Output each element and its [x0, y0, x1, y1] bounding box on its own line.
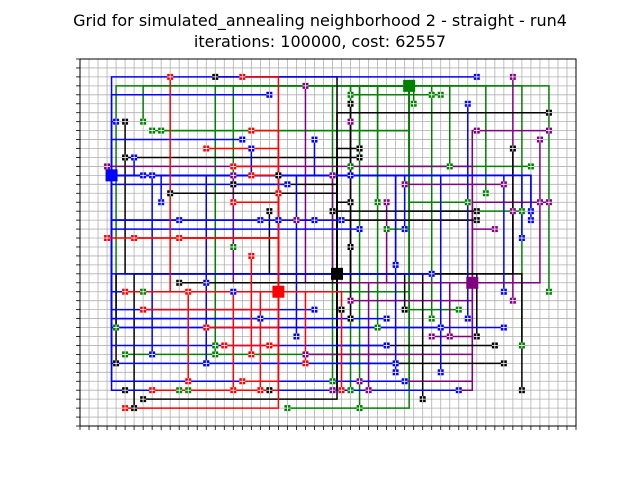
chart-title-line1: Grid for simulated_annealing neighborhoo… [73, 11, 567, 30]
wire-purple [471, 228, 495, 283]
gate-green [403, 79, 416, 92]
gate-red [272, 285, 285, 298]
wire-red [278, 290, 343, 391]
wire-red [125, 291, 280, 409]
gate-blue [105, 169, 118, 182]
wire-blue [111, 174, 442, 373]
wire-black [143, 273, 338, 400]
plot-frame [79, 58, 577, 427]
plot-area [80, 59, 576, 426]
wire-green [115, 85, 410, 328]
wire-green [409, 85, 523, 346]
wire-blue [110, 76, 477, 176]
wire-red [179, 237, 280, 292]
wire-green [376, 85, 410, 328]
wire-purple [472, 282, 514, 301]
wire-purple [367, 282, 473, 391]
gate-purple [466, 276, 479, 289]
chart-title: Grid for simulated_annealing neighborhoo… [0, 10, 640, 52]
chart-title-line2: iterations: 100000, cost: 62557 [193, 32, 447, 51]
gate-black [331, 267, 344, 280]
